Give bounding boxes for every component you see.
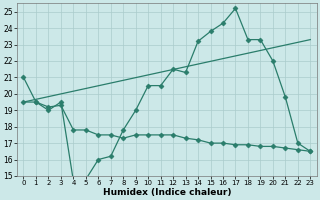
X-axis label: Humidex (Indice chaleur): Humidex (Indice chaleur) bbox=[103, 188, 231, 197]
